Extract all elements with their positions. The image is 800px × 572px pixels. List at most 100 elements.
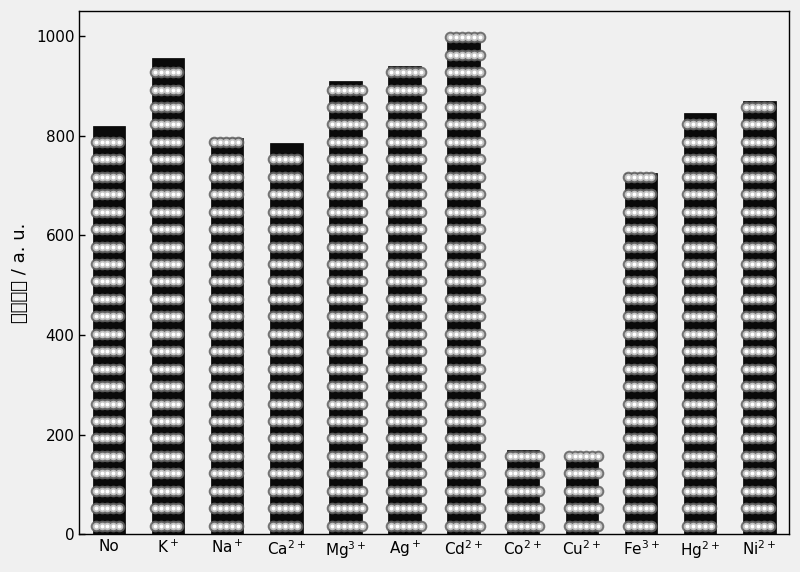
Point (350, 468, 362, 478)
Point (634, 172, 646, 181)
Point (746, 347, 758, 356)
Point (409, 486, 422, 495)
Point (214, 468, 226, 478)
Point (622, 295, 634, 304)
Point (160, 155, 173, 164)
Point (740, 172, 753, 181)
Point (343, 312, 356, 321)
Point (462, 451, 474, 460)
Point (332, 207, 345, 216)
Point (266, 295, 279, 304)
Point (456, 33, 469, 42)
Point (402, 190, 415, 199)
Point (273, 190, 286, 199)
Point (692, 137, 705, 146)
Point (343, 242, 356, 251)
Point (397, 295, 410, 304)
Point (692, 416, 705, 426)
Point (343, 364, 356, 373)
Point (231, 347, 244, 356)
Point (278, 329, 291, 338)
Point (634, 468, 646, 478)
Point (634, 190, 646, 199)
Point (172, 207, 185, 216)
Point (397, 347, 410, 356)
Point (456, 468, 469, 478)
Point (326, 382, 338, 391)
Point (474, 277, 486, 286)
Point (95, 172, 108, 181)
Point (101, 295, 114, 304)
Point (397, 486, 410, 495)
Point (468, 329, 481, 338)
Point (402, 451, 415, 460)
Point (704, 468, 717, 478)
Point (568, 451, 581, 460)
Point (166, 451, 179, 460)
Point (231, 312, 244, 321)
Point (154, 207, 167, 216)
Point (580, 503, 593, 513)
Point (332, 364, 345, 373)
Point (338, 260, 350, 269)
Point (444, 347, 457, 356)
Point (385, 277, 398, 286)
Point (763, 329, 776, 338)
Point (627, 382, 640, 391)
Point (468, 486, 481, 495)
Point (474, 329, 486, 338)
Point (101, 190, 114, 199)
Point (758, 486, 770, 495)
Point (290, 486, 303, 495)
Point (107, 155, 120, 164)
Point (634, 347, 646, 356)
Point (746, 329, 758, 338)
Point (515, 486, 528, 495)
Point (645, 242, 658, 251)
Point (402, 155, 415, 164)
Point (681, 486, 694, 495)
Point (214, 225, 226, 234)
Point (468, 155, 481, 164)
Point (214, 242, 226, 251)
Point (166, 102, 179, 112)
Point (154, 295, 167, 304)
Point (627, 190, 640, 199)
Point (278, 295, 291, 304)
Point (586, 468, 598, 478)
Point (758, 347, 770, 356)
Point (462, 190, 474, 199)
Point (154, 102, 167, 112)
Point (391, 242, 404, 251)
Point (326, 468, 338, 478)
Point (450, 399, 462, 408)
Point (113, 329, 126, 338)
Point (355, 312, 368, 321)
Point (95, 277, 108, 286)
Point (740, 451, 753, 460)
Point (414, 172, 427, 181)
Point (740, 364, 753, 373)
Point (692, 503, 705, 513)
Point (645, 399, 658, 408)
Point (686, 347, 699, 356)
Point (391, 329, 404, 338)
Point (409, 190, 422, 199)
Point (692, 382, 705, 391)
Point (154, 260, 167, 269)
Point (622, 416, 634, 426)
Point (231, 451, 244, 460)
Point (350, 277, 362, 286)
Point (160, 382, 173, 391)
Point (692, 329, 705, 338)
Point (574, 521, 587, 530)
Point (332, 364, 345, 373)
Point (704, 468, 717, 478)
Point (444, 486, 457, 495)
Point (172, 295, 185, 304)
Point (219, 207, 232, 216)
Point (101, 416, 114, 426)
Point (95, 503, 108, 513)
Point (763, 137, 776, 146)
Point (450, 190, 462, 199)
